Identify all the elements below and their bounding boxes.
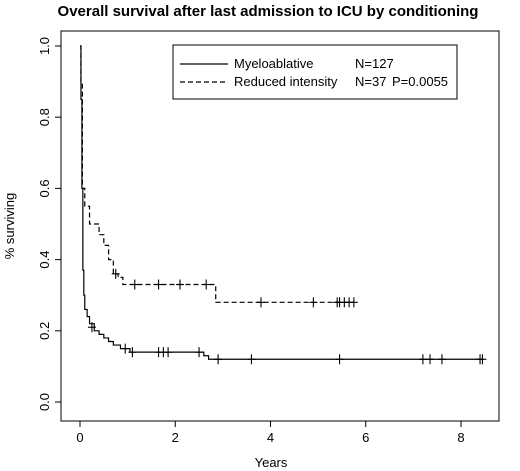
censor-mark-myeloablative: [87, 322, 96, 333]
chart-title: Overall survival after last admission to…: [58, 3, 479, 20]
censor-mark-reduced-intensity: [256, 297, 265, 308]
censor-mark-reduced-intensity: [130, 279, 139, 290]
legend-p-value: P=0.0055: [392, 74, 448, 89]
series-line-reduced-intensity: [80, 45, 354, 303]
censor-mark-myeloablative: [418, 354, 427, 365]
censor-mark-reduced-intensity: [176, 279, 185, 290]
legend-label-reduced-intensity: Reduced intensity: [234, 74, 338, 89]
legend-n-reduced-intensity: N=37: [355, 74, 386, 89]
y-axis-label: % surviving: [2, 193, 17, 259]
censor-mark-myeloablative: [214, 354, 223, 365]
series-line-myeloablative: [80, 45, 483, 360]
censor-mark-myeloablative: [121, 343, 130, 354]
censor-mark-myeloablative: [195, 347, 204, 358]
x-tick-label: 0: [76, 430, 83, 445]
censor-mark-reduced-intensity: [349, 297, 358, 308]
legend-label-myeloablative: Myeloablative: [234, 56, 314, 71]
censor-mark-myeloablative: [426, 354, 435, 365]
censor-mark-reduced-intensity: [202, 279, 211, 290]
censor-mark-reduced-intensity: [111, 268, 120, 279]
y-tick-label: 0.8: [37, 108, 52, 126]
x-tick-label: 4: [267, 430, 274, 445]
y-tick-label: 0.0: [37, 393, 52, 411]
y-axis: 0.0 0.2 0.4 0.6 0.8 1.0: [37, 37, 62, 411]
legend: Myeloablative N=127 Reduced intensity N=…: [172, 44, 458, 100]
y-tick-label: 1.0: [37, 37, 52, 55]
x-axis-label: Years: [255, 455, 288, 470]
censor-mark-reduced-intensity: [309, 297, 318, 308]
y-tick-label: 0.6: [37, 179, 52, 197]
x-tick-label: 2: [172, 430, 179, 445]
legend-box: [172, 44, 458, 100]
censor-mark-myeloablative: [247, 354, 256, 365]
legend-n-myeloablative: N=127: [355, 56, 394, 71]
y-tick-label: 0.4: [37, 251, 52, 269]
censor-mark-myeloablative: [128, 347, 137, 358]
censor-mark-myeloablative: [335, 354, 344, 365]
y-tick-label: 0.2: [37, 322, 52, 340]
censor-mark-myeloablative: [478, 354, 487, 365]
censor-mark-myeloablative: [164, 347, 173, 358]
censor-mark-reduced-intensity: [154, 279, 163, 290]
x-tick-label: 8: [457, 430, 464, 445]
x-axis: 0 2 4 6 8: [76, 420, 465, 445]
x-tick-label: 6: [362, 430, 369, 445]
series-layer: [80, 45, 487, 365]
censor-mark-myeloablative: [437, 354, 446, 365]
